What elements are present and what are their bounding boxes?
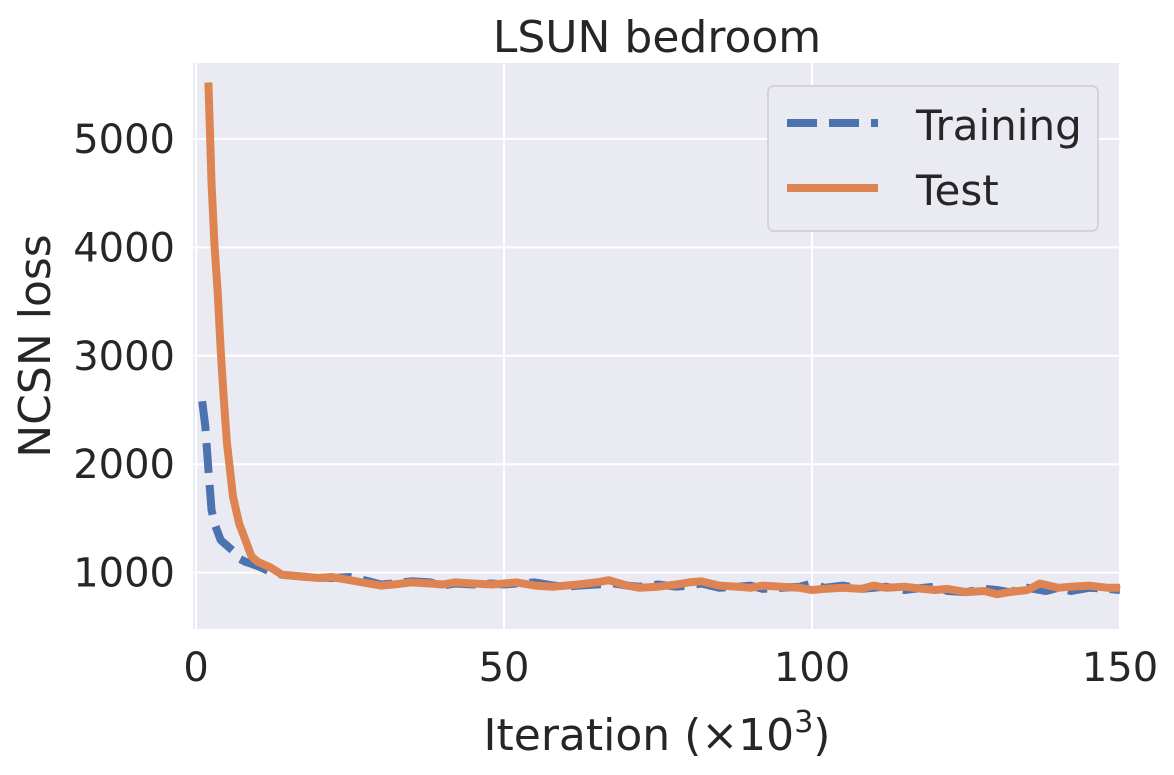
x-tick-label: 0 xyxy=(183,645,208,691)
y-axis-title: NCSN loss xyxy=(10,234,61,457)
y-tick-label: 3000 xyxy=(73,334,175,380)
x-axis-title-superscript: 3 xyxy=(794,705,813,740)
legend-label-test: Test xyxy=(915,166,999,215)
x-axis-title-close: ) xyxy=(813,710,830,761)
x-axis-title-text: Iteration (×10 xyxy=(484,710,795,761)
y-tick-label: 4000 xyxy=(73,225,175,271)
legend-label-training: Training xyxy=(915,101,1082,150)
series-line-test xyxy=(204,82,1120,599)
y-tick-label: 5000 xyxy=(73,117,175,163)
y-tick-label: 2000 xyxy=(73,442,175,488)
x-tick-label: 100 xyxy=(774,645,850,691)
chart-title: LSUN bedroom xyxy=(493,12,821,63)
legend: Training Test xyxy=(767,85,1099,232)
series-layer xyxy=(198,82,1121,599)
y-tick-label: 1000 xyxy=(73,551,175,597)
tick-labels: 0 50 100 150 1000 2000 3000 4000 5000 xyxy=(73,117,1158,691)
x-axis-title: Iteration (×103) xyxy=(484,705,831,761)
x-tick-label: 150 xyxy=(1082,645,1158,691)
x-tick-label: 50 xyxy=(479,645,530,691)
